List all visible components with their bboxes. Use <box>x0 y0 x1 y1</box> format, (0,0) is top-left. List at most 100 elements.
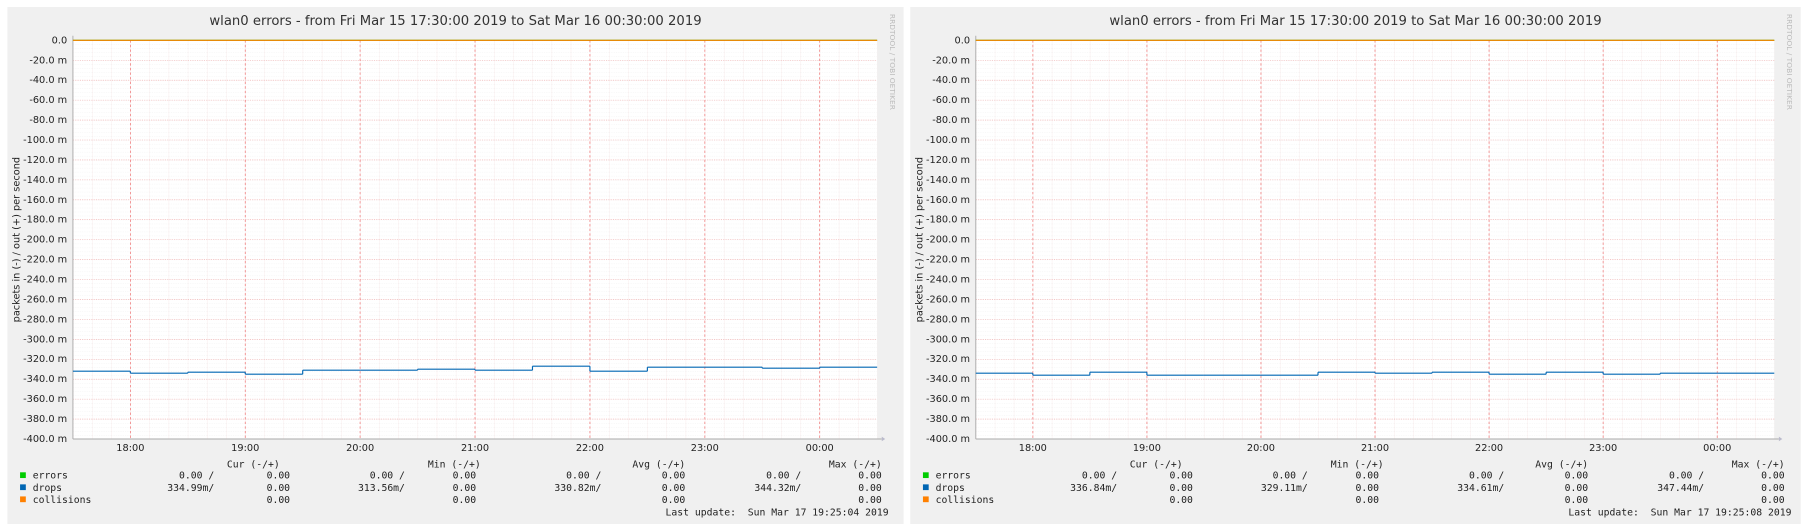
y-tick-label: -200.0 m <box>23 235 67 246</box>
stat-value: 0.00 <box>267 495 291 506</box>
y-tick-label: -340.0 m <box>926 374 970 385</box>
legend-swatch <box>20 484 26 491</box>
y-tick-label: -80.0 m <box>932 115 970 126</box>
stat-value: 0.00 <box>453 471 477 482</box>
y-tick-label: -180.0 m <box>23 215 67 226</box>
stat-value: 0.00 / <box>1273 471 1308 482</box>
y-tick-label: -120.0 m <box>926 155 970 166</box>
legend-label: collisions <box>936 495 995 506</box>
y-tick-label: -320.0 m <box>926 354 970 365</box>
x-tick-label: 18:00 <box>1019 443 1047 454</box>
y-tick-label: -40.0 m <box>932 75 970 86</box>
stat-value: 0.00 <box>1356 495 1380 506</box>
legend-swatch <box>20 496 26 503</box>
y-tick-label: -340.0 m <box>23 374 67 385</box>
stat-value: 0.00 / <box>1669 471 1704 482</box>
stat-value: 0.00 <box>1169 483 1193 494</box>
stat-value: 329.11m/ <box>1261 483 1308 494</box>
x-tick-label: 00:00 <box>1703 443 1731 454</box>
stat-value: 0.00 / <box>1082 471 1117 482</box>
y-axis-label: packets in (-) / out (+) per second <box>12 157 23 322</box>
stat-value: 0.00 <box>1565 471 1589 482</box>
stat-value: 0.00 <box>1356 471 1380 482</box>
y-tick-label: -300.0 m <box>926 334 970 345</box>
stat-value: 334.61m/ <box>1457 483 1504 494</box>
stat-value: 0.00 / <box>179 471 214 482</box>
x-tick-label: 19:00 <box>231 443 259 454</box>
stat-value: 0.00 <box>1761 471 1785 482</box>
y-tick-label: 0.0 <box>52 35 68 46</box>
stat-header: Max (-/+) <box>829 459 882 470</box>
y-tick-label: -400.0 m <box>23 434 67 445</box>
x-tick-label: 23:00 <box>1589 443 1617 454</box>
legend-label: drops <box>936 483 965 494</box>
stat-value: 344.32m/ <box>754 483 801 494</box>
x-tick-label: 00:00 <box>806 443 834 454</box>
y-tick-label: -140.0 m <box>23 175 67 186</box>
y-tick-label: -260.0 m <box>926 294 970 305</box>
stat-value: 0.00 / <box>370 471 405 482</box>
y-tick-label: -20.0 m <box>932 55 970 66</box>
y-tick-label: 0.0 <box>955 35 971 46</box>
stat-value: 0.00 <box>267 471 291 482</box>
stat-header: Cur (-/+) <box>227 459 280 470</box>
stat-value: 0.00 / <box>1469 471 1504 482</box>
stat-header: Cur (-/+) <box>1130 459 1183 470</box>
y-tick-label: -280.0 m <box>926 314 970 325</box>
x-tick-label: 21:00 <box>1361 443 1389 454</box>
stat-value: 0.00 <box>1356 483 1380 494</box>
legend-label: errors <box>936 471 971 482</box>
y-tick-label: -300.0 m <box>23 334 67 345</box>
y-tick-label: -160.0 m <box>23 195 67 206</box>
watermark: RRDTOOL / TOBI OETIKER <box>1785 14 1794 110</box>
stat-value: 0.00 <box>1169 471 1193 482</box>
stat-value: 0.00 <box>1169 495 1193 506</box>
stat-value: 334.99m/ <box>167 483 214 494</box>
legend-label: errors <box>33 471 68 482</box>
stat-header: Min (-/+) <box>1331 459 1384 470</box>
last-update: Last update: Sun Mar 17 19:25:04 2019 <box>666 508 889 519</box>
chart-title: wlan0 errors - from Fri Mar 15 17:30:00 … <box>1109 14 1601 29</box>
watermark: RRDTOOL / TOBI OETIKER <box>888 14 897 110</box>
stat-header: Max (-/+) <box>1732 459 1785 470</box>
stat-value: 0.00 <box>267 483 291 494</box>
x-tick-label: 18:00 <box>116 443 144 454</box>
x-tick-label: 22:00 <box>1475 443 1503 454</box>
axis-arrow <box>1778 436 1783 442</box>
y-axis-label: packets in (-) / out (+) per second <box>914 157 925 322</box>
y-tick-label: -100.0 m <box>926 135 970 146</box>
y-tick-label: -380.0 m <box>23 414 67 425</box>
stat-value: 0.00 <box>662 471 686 482</box>
x-tick-label: 23:00 <box>691 443 719 454</box>
stat-value: 0.00 <box>858 471 882 482</box>
legend-swatch <box>922 472 929 479</box>
axis-arrow <box>881 436 886 442</box>
legend-swatch <box>922 484 929 491</box>
x-tick-label: 19:00 <box>1133 443 1161 454</box>
y-tick-label: -360.0 m <box>926 394 970 405</box>
legend-swatch <box>20 472 26 479</box>
x-tick-label: 21:00 <box>461 443 489 454</box>
stat-header: Min (-/+) <box>428 459 481 470</box>
y-tick-label: -360.0 m <box>23 394 67 405</box>
legend-label: drops <box>33 483 62 494</box>
stat-value: 0.00 <box>1565 483 1589 494</box>
legend-label: collisions <box>33 495 92 506</box>
chart-panel: 0.0 -20.0 m -40.0 m -60.0 m -80.0 m -100.0 m -… <box>7 7 904 524</box>
stat-header: Avg (-/+) <box>632 459 685 470</box>
y-tick-label: -80.0 m <box>29 115 67 126</box>
x-tick-label: 20:00 <box>346 443 374 454</box>
y-tick-label: -220.0 m <box>926 255 970 266</box>
y-tick-label: -160.0 m <box>926 195 970 206</box>
legend-swatch <box>922 496 929 503</box>
y-tick-label: -240.0 m <box>23 275 67 286</box>
x-tick-label: 22:00 <box>576 443 604 454</box>
stat-value: 0.00 <box>662 483 686 494</box>
y-tick-label: -40.0 m <box>29 75 67 86</box>
y-tick-label: -100.0 m <box>23 135 67 146</box>
y-tick-label: -20.0 m <box>29 55 67 66</box>
stat-value: 347.44m/ <box>1657 483 1704 494</box>
stat-value: 336.84m/ <box>1070 483 1117 494</box>
stat-value: 0.00 / <box>566 471 601 482</box>
